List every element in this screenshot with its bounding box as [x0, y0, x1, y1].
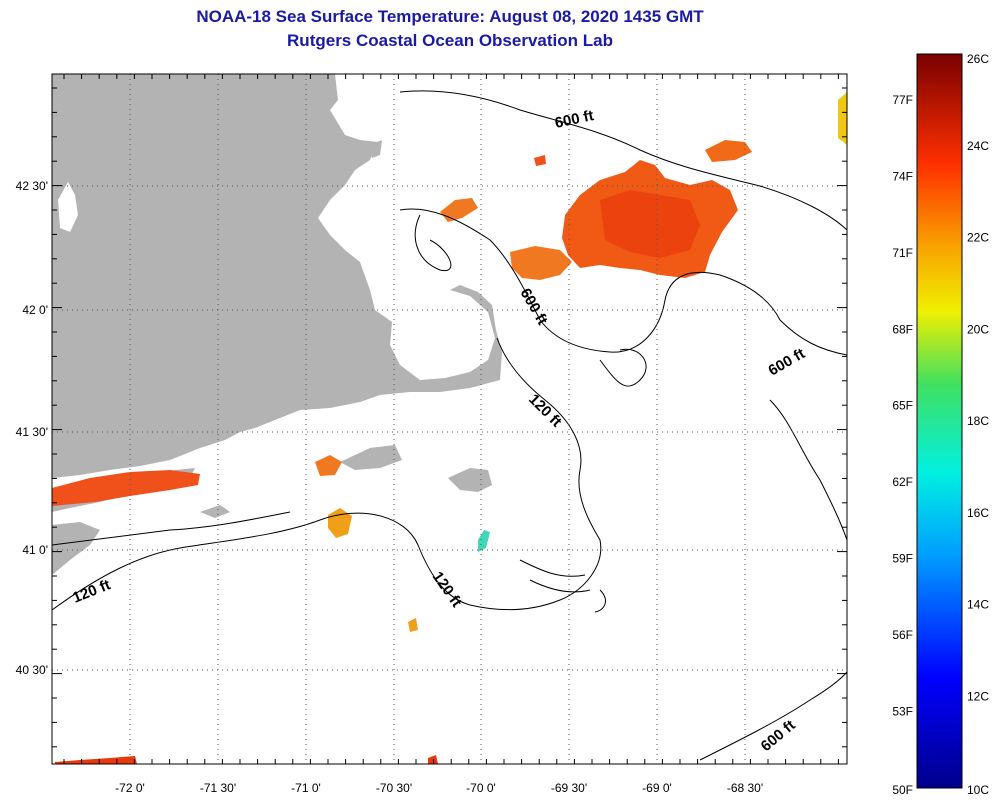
colorbar-celsius-labels: 26C 24C 22C 20C 18C 16C 14C 12C 10C [967, 52, 989, 797]
contour-ridge [599, 348, 647, 387]
lon-label: -68 30' [727, 781, 763, 795]
contour-coastal [52, 511, 291, 546]
contour-shoals [519, 559, 606, 613]
contour-bay [414, 214, 452, 272]
contour-600ft-mid [399, 208, 847, 356]
colorbar-c-label: 18C [967, 414, 989, 428]
colorbar-f-label: 59F [892, 552, 913, 566]
sst-patch-bottom-mid [428, 755, 438, 764]
bathymetry-contours [52, 90, 847, 761]
map-subtitle: Rutgers Coastal Ocean Observation Lab [287, 31, 613, 50]
lat-label: 41 0' [22, 543, 48, 557]
latitude-labels: 42 30' 42 0' 41 30' 41 0' 40 30' [16, 179, 48, 677]
colorbar-f-label: 62F [892, 475, 913, 489]
sst-patch-west [510, 246, 572, 280]
lon-label: -70 0' [466, 781, 496, 795]
colorbar-c-label: 22C [967, 231, 989, 245]
map-title: NOAA-18 Sea Surface Temperature: August … [196, 7, 704, 26]
colorbar-c-label: 26C [967, 52, 989, 66]
land-lower-coast [52, 522, 100, 575]
contour-600ft-south [699, 671, 847, 761]
contour-600ft-north [399, 90, 847, 231]
axis-ticks [52, 74, 847, 764]
colorbar-f-label: 77F [892, 93, 913, 107]
colorbar-c-label: 14C [967, 598, 989, 612]
colorbar-f-label: 71F [892, 246, 913, 260]
colorbar-fahrenheit-labels: 77F 74F 71F 68F 65F 62F 59F 56F 53F 50F [892, 93, 913, 797]
sst-patch-cyan [478, 530, 490, 552]
colorbar-c-label: 10C [967, 783, 989, 797]
land-white-spot [58, 182, 78, 232]
lon-label: -71 0' [291, 781, 321, 795]
lon-label: -72 0' [115, 781, 145, 795]
sst-patch-northeast [705, 140, 752, 162]
lon-label: -70 30' [376, 781, 412, 795]
lat-label: 42 30' [16, 179, 48, 193]
sst-patch-hot-core [600, 190, 700, 258]
longitude-labels: -72 0' -71 30' -71 0' -70 30' -70 0' -69… [115, 781, 763, 795]
colorbar-f-label: 50F [892, 783, 913, 797]
colorbar-f-label: 53F [892, 705, 913, 719]
lon-label: -69 0' [642, 781, 672, 795]
colorbar-c-label: 16C [967, 506, 989, 520]
sst-patch-buzzards [315, 455, 342, 476]
colorbar-c-label: 20C [967, 322, 989, 336]
lat-label: 42 0' [22, 303, 48, 317]
land-marthas-vineyard [340, 445, 402, 470]
sst-patch-edge-speck [534, 155, 546, 166]
sst-patch-small-south [408, 618, 418, 632]
colorbar-f-label: 65F [892, 399, 913, 413]
graticule [52, 74, 847, 764]
lon-label: -71 30' [200, 781, 236, 795]
contour-east-shelf [769, 399, 847, 541]
sst-patch-long-island-sound [52, 470, 200, 506]
sst-patch-small-north [440, 198, 478, 222]
colorbar-f-label: 68F [892, 322, 913, 336]
lon-label: -69 30' [551, 781, 587, 795]
contour-120ft-cape [52, 337, 602, 611]
colorbar-c-label: 24C [967, 139, 989, 153]
colorbar-c-label: 12C [967, 689, 989, 703]
colorbar [916, 53, 963, 789]
sst-patch-edge-east [838, 92, 847, 145]
colorbar-f-label: 56F [892, 628, 913, 642]
land-mainland [52, 74, 502, 478]
lat-label: 41 30' [16, 425, 48, 439]
lat-label: 40 30' [16, 663, 48, 677]
colorbar-f-label: 74F [892, 169, 913, 183]
